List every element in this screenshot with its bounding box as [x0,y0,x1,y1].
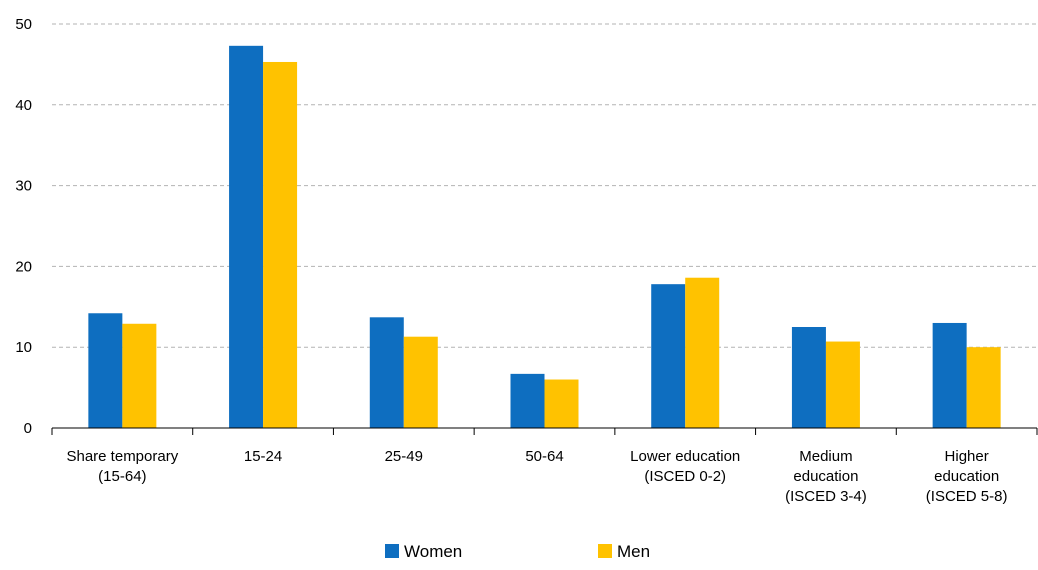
y-tick-label: 10 [15,339,32,356]
bars [88,45,1001,428]
y-tick-label: 40 [15,97,32,114]
y-tick-label: 20 [15,258,32,275]
bar-men [263,61,298,428]
bar-men [825,341,860,428]
bar-women [369,317,404,428]
bar-women [510,373,545,428]
category-label: Higher education (ISCED 5-8) [926,448,1008,505]
bar-women [932,322,967,428]
legend-label-men: Men [617,542,650,561]
category-label: Lower education (ISCED 0-2) [630,448,740,485]
bar-women [229,45,264,428]
bar-men [966,347,1001,428]
category-label: 15-24 [244,448,282,465]
bar-men [403,336,438,428]
category-label: 25-49 [385,448,423,465]
y-axis-tick-labels: 0 10 20 30 40 50 [15,16,32,437]
x-axis-category-labels: Share temporary (15-64) 15-24 25-49 50-64 Low… [66,448,1007,505]
x-axis [51,427,1038,435]
bar-men [122,323,157,428]
category-label: Share temporary (15-64) [66,448,178,485]
legend: Women Men [385,542,650,561]
bar-women [791,327,826,428]
grid-lines [52,23,1037,348]
bar-women [88,313,123,428]
legend-swatch-women [385,544,399,558]
bar-men [685,277,720,428]
category-label: 50-64 [525,448,563,465]
legend-swatch-men [598,544,612,558]
category-label: Medium education (ISCED 3-4) [785,448,867,505]
bar-women [651,284,686,428]
bar-men [544,379,579,428]
y-tick-label: 50 [15,16,32,33]
legend-label-women: Women [404,542,462,561]
y-tick-label: 30 [15,178,32,195]
y-tick-label: 0 [24,420,32,437]
